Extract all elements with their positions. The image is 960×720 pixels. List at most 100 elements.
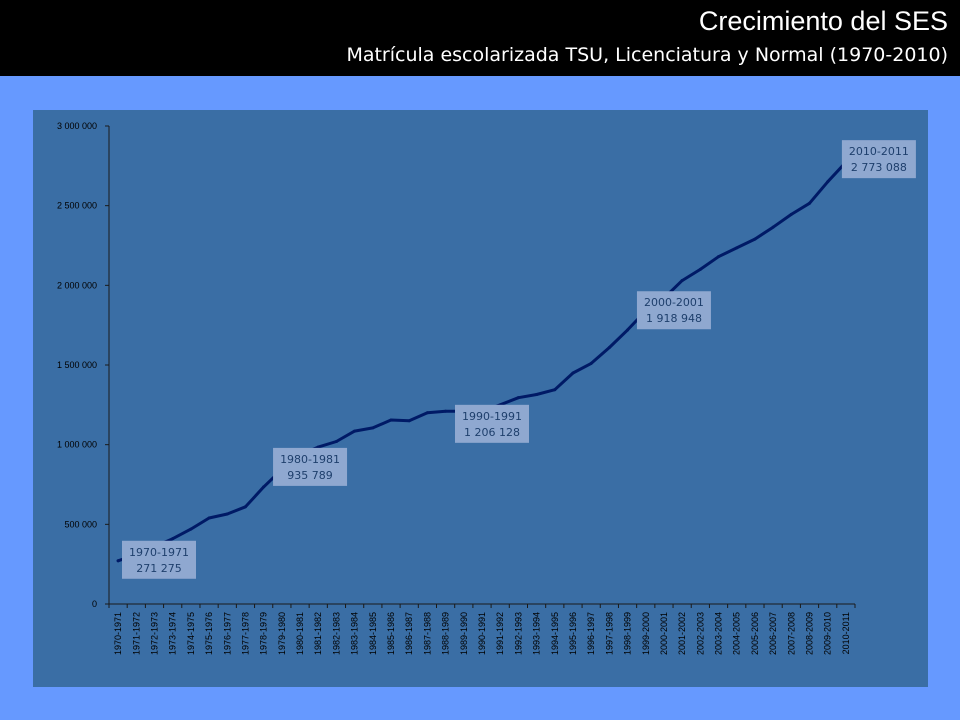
data-point xyxy=(789,212,793,216)
y-tick-label: 2 000 000 xyxy=(57,280,97,290)
data-label-period: 2000-2001 xyxy=(644,296,704,309)
data-label-value: 1 206 128 xyxy=(464,426,520,439)
series-line xyxy=(116,160,848,563)
data-point xyxy=(717,255,721,259)
data-point xyxy=(116,559,120,563)
y-tick-label: 3 000 000 xyxy=(57,121,97,131)
x-tick-label: 1998-1999 xyxy=(623,612,633,655)
x-tick-label: 2007-2008 xyxy=(786,612,796,655)
x-tick-label: 1995-1996 xyxy=(568,612,578,655)
data-point xyxy=(262,485,266,489)
y-tick-label: 0 xyxy=(92,599,97,609)
data-point xyxy=(389,418,393,422)
x-tick-label: 1985-1986 xyxy=(386,612,396,655)
x-tick-label: 1981-1982 xyxy=(313,612,323,655)
y-tick-label: 1 000 000 xyxy=(57,440,97,450)
data-label-box xyxy=(455,404,529,443)
data-point xyxy=(698,267,702,271)
x-tick-label: 1999-2000 xyxy=(641,612,651,655)
x-tick-label: 1973-1974 xyxy=(168,612,178,655)
x-tick-label: 2008-2009 xyxy=(805,612,815,655)
x-tick-label: 2004-2005 xyxy=(732,612,742,655)
data-point xyxy=(171,537,175,541)
data-point xyxy=(626,328,630,332)
data-point xyxy=(535,392,539,396)
title-bar: Crecimiento del SES Matrícula escolariza… xyxy=(0,0,960,76)
data-point xyxy=(516,396,520,400)
slide-subtitle: Matrícula escolarizada TSU, Licenciatura… xyxy=(346,44,948,66)
x-tick-label: 1990-1991 xyxy=(477,612,487,655)
x-tick-label: 1988-1989 xyxy=(441,612,451,655)
y-tick-label: 2 500 000 xyxy=(57,201,97,211)
data-label-value: 2 773 088 xyxy=(851,161,907,174)
x-tick-label: 1991-1992 xyxy=(495,612,505,655)
data-point xyxy=(771,225,775,229)
data-label-period: 2010-2011 xyxy=(849,145,909,158)
x-tick-label: 1994-1995 xyxy=(550,612,560,655)
data-label-value: 271 275 xyxy=(136,562,182,575)
data-point xyxy=(407,419,411,423)
data-point xyxy=(225,512,229,516)
data-point xyxy=(735,246,739,250)
x-tick-label: 1992-1993 xyxy=(513,612,523,655)
x-tick-label: 2009-2010 xyxy=(823,612,833,655)
data-point xyxy=(243,505,247,509)
x-tick-label: 1972-1973 xyxy=(149,612,159,655)
x-tick-label: 1980-1981 xyxy=(295,612,305,655)
x-tick-label: 1993-1994 xyxy=(532,612,542,655)
enrollment-line-chart: 0 500 000 1 000 000 1 500 000 2 000 000 2 500… xyxy=(57,121,916,655)
data-point xyxy=(189,527,193,531)
slide-title: Crecimiento del SES xyxy=(698,6,948,36)
data-point xyxy=(589,361,593,365)
x-tick-label: 1984-1985 xyxy=(368,612,378,655)
x-tick-label: 2002-2003 xyxy=(695,612,705,655)
x-tick-label: 1970-1971 xyxy=(113,612,123,655)
x-tick-label: 1971-1972 xyxy=(131,612,141,655)
data-label-box xyxy=(841,140,916,179)
data-point xyxy=(607,345,611,349)
data-point xyxy=(353,429,357,433)
data-point xyxy=(334,439,338,443)
data-point xyxy=(553,388,557,392)
data-label-box xyxy=(636,291,711,330)
x-tick-label: 1974-1975 xyxy=(186,612,196,655)
data-label-box xyxy=(273,447,348,486)
data-label-box xyxy=(122,540,196,579)
data-point xyxy=(444,409,448,413)
x-tick-label: 1997-1998 xyxy=(604,612,614,655)
x-tick-label: 2005-2006 xyxy=(750,612,760,655)
data-point xyxy=(808,201,812,205)
data-label-period: 1970-1971 xyxy=(129,546,189,559)
x-tick-label: 2001-2002 xyxy=(677,612,687,655)
x-tick-label: 1983-1984 xyxy=(350,612,360,655)
x-tick-label: 2010-2011 xyxy=(841,612,851,654)
y-tick-label: 1 500 000 xyxy=(57,360,97,370)
data-label-value: 935 789 xyxy=(287,469,333,482)
data-point xyxy=(371,426,375,430)
data-label-period: 1980-1981 xyxy=(280,453,340,466)
x-tick-label: 1982-1983 xyxy=(331,612,341,655)
x-tick-label: 1989-1990 xyxy=(459,612,469,655)
x-tick-label: 1978-1979 xyxy=(259,612,269,655)
x-tick-label: 1977-1978 xyxy=(240,612,250,655)
data-label-period: 1990-1991 xyxy=(462,410,522,423)
x-tick-label: 1976-1977 xyxy=(222,612,232,655)
chart-panel: 0 500 000 1 000 000 1 500 000 2 000 000 2 500… xyxy=(33,110,928,687)
data-point xyxy=(680,279,684,283)
data-point xyxy=(753,237,757,241)
x-tick-label: 2000-2001 xyxy=(659,612,669,655)
data-point xyxy=(826,180,830,184)
x-tick-label: 1987-1988 xyxy=(422,612,432,655)
data-label-value: 1 918 948 xyxy=(646,312,702,325)
x-tick-label: 1979-1980 xyxy=(277,612,287,655)
x-tick-label: 2006-2007 xyxy=(768,612,778,655)
data-point xyxy=(207,516,211,520)
x-tick-label: 1986-1987 xyxy=(404,612,414,655)
y-tick-label: 500 000 xyxy=(64,519,97,529)
data-point xyxy=(571,371,575,375)
x-tick-label: 1975-1976 xyxy=(204,612,214,655)
x-tick-label: 1996-1997 xyxy=(586,612,596,655)
data-point xyxy=(425,411,429,415)
x-tick-label: 2003-2004 xyxy=(714,612,724,655)
data-point xyxy=(316,445,320,449)
